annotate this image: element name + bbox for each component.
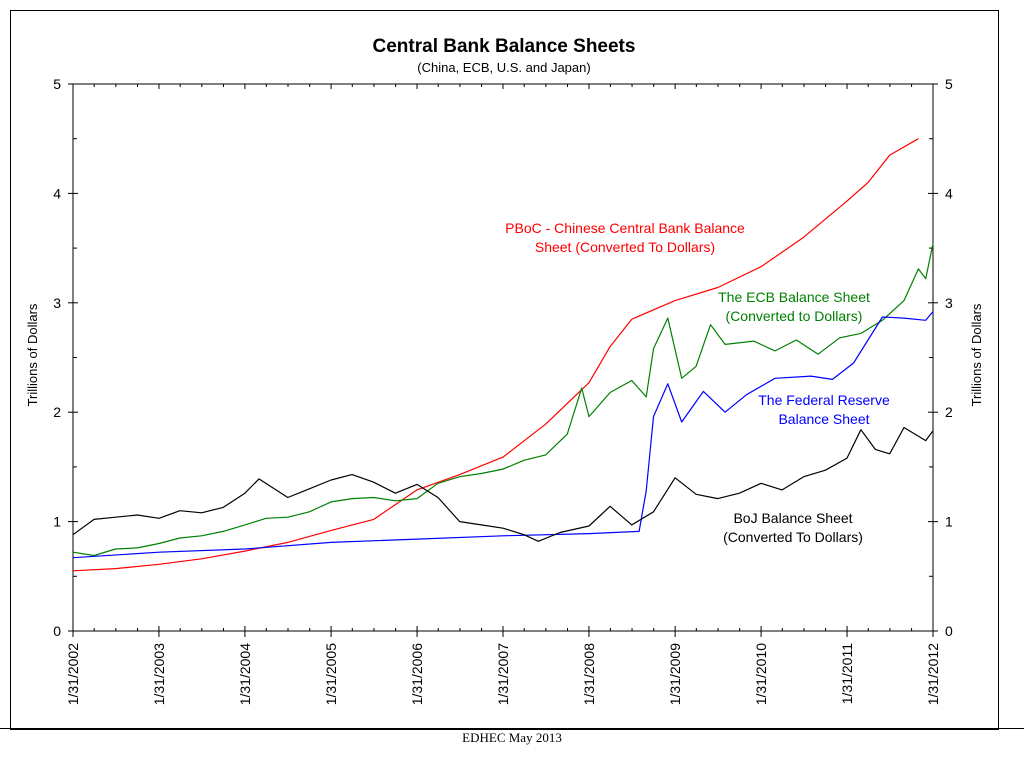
chart-frame [10,10,999,730]
y-axis-label-right: Trillions of Dollars [969,303,984,406]
boj-series-line [72,426,934,542]
x-tick-label: 1/31/2011 [839,643,855,704]
x-tick-label: 1/31/2008 [581,643,597,705]
y-tick-label-right: 4 [945,185,953,201]
fed-annotation-line: Balance Sheet [778,411,869,427]
plot-area [72,83,934,632]
y-tick-label-left: 0 [53,623,61,639]
fed-series-line [72,311,934,559]
x-tick-label: 1/31/2003 [151,643,167,705]
ecb-annotation-line: The ECB Balance Sheet [718,289,870,305]
x-tick-label: 1/31/2007 [495,643,511,705]
boj-annotation-line: (Converted To Dollars) [723,529,863,545]
y-tick-label-right: 0 [945,623,953,639]
chart-subtitle: (China, ECB, U.S. and Japan) [417,60,590,75]
y-tick-label-left: 4 [53,185,61,201]
x-tick-label: 1/31/2012 [925,643,941,705]
pboc-annotation-line: PBoC - Chinese Central Bank Balance [505,220,745,236]
boj-annotation-line: BoJ Balance Sheet [733,510,852,526]
chart-title: Central Bank Balance Sheets [373,36,636,57]
y-tick-label-right: 1 [945,514,953,530]
x-tick-label: 1/31/2004 [237,643,253,705]
y-tick-label-left: 3 [53,295,61,311]
y-tick-label-right: 3 [945,295,953,311]
line-chart: Central Bank Balance Sheets (China, ECB,… [25,36,984,705]
x-tick-label: 1/31/2009 [667,643,683,705]
x-tick-label: 1/31/2010 [753,643,769,705]
y-tick-label-left: 5 [53,76,61,92]
footer-divider [0,728,1024,729]
pboc-series-line [72,138,919,572]
y-axis-label-left: Trillions of Dollars [25,303,40,406]
y-tick-label-left: 2 [53,404,61,420]
footer: EDHEC May 2013 [0,728,1024,748]
x-tick-label: 1/31/2006 [409,643,425,705]
ecb-series-line [72,243,934,557]
footer-caption: EDHEC May 2013 [462,730,562,745]
pboc-annotation-line: Sheet (Converted To Dollars) [535,239,715,255]
x-tick-label: 1/31/2005 [323,643,339,705]
fed-annotation-line: The Federal Reserve [758,392,890,408]
ecb-annotation-line: (Converted to Dollars) [726,308,863,324]
y-tick-label-left: 1 [53,514,61,530]
x-tick-label: 1/31/2002 [65,643,81,705]
y-tick-label-right: 5 [945,76,953,92]
y-tick-label-right: 2 [945,404,953,420]
